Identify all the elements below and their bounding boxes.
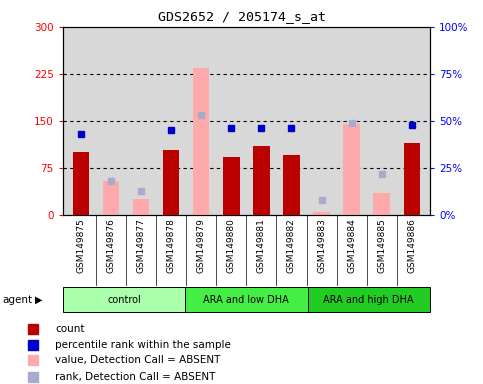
FancyBboxPatch shape <box>308 287 430 312</box>
Text: ARA and low DHA: ARA and low DHA <box>203 295 289 305</box>
Text: GSM149877: GSM149877 <box>137 218 145 273</box>
Text: GDS2652 / 205174_s_at: GDS2652 / 205174_s_at <box>157 10 326 23</box>
Text: GSM149879: GSM149879 <box>197 218 206 273</box>
Text: control: control <box>107 295 141 305</box>
Text: GSM149878: GSM149878 <box>167 218 176 273</box>
Bar <box>313 212 330 215</box>
Bar <box>223 157 240 215</box>
Bar <box>403 143 420 215</box>
Bar <box>72 152 89 215</box>
Text: percentile rank within the sample: percentile rank within the sample <box>56 340 231 350</box>
Text: GSM149884: GSM149884 <box>347 218 356 273</box>
Text: GSM149885: GSM149885 <box>377 218 386 273</box>
Text: GSM149875: GSM149875 <box>76 218 85 273</box>
Text: agent: agent <box>2 295 32 305</box>
Text: GSM149880: GSM149880 <box>227 218 236 273</box>
Text: ▶: ▶ <box>35 295 43 305</box>
Text: value, Detection Call = ABSENT: value, Detection Call = ABSENT <box>56 356 221 366</box>
FancyBboxPatch shape <box>63 287 185 312</box>
Text: GSM149876: GSM149876 <box>106 218 115 273</box>
Bar <box>373 193 390 215</box>
Text: GSM149881: GSM149881 <box>257 218 266 273</box>
Text: ARA and high DHA: ARA and high DHA <box>324 295 414 305</box>
Text: GSM149883: GSM149883 <box>317 218 326 273</box>
Text: rank, Detection Call = ABSENT: rank, Detection Call = ABSENT <box>56 372 216 382</box>
Bar <box>343 124 360 215</box>
Bar <box>253 146 270 215</box>
Bar <box>193 68 210 215</box>
Bar <box>133 199 149 215</box>
Bar <box>103 180 119 215</box>
Text: count: count <box>56 324 85 334</box>
Bar <box>163 151 179 215</box>
Text: GSM149882: GSM149882 <box>287 218 296 273</box>
FancyBboxPatch shape <box>185 287 308 312</box>
Text: GSM149886: GSM149886 <box>407 218 416 273</box>
Bar <box>283 156 300 215</box>
